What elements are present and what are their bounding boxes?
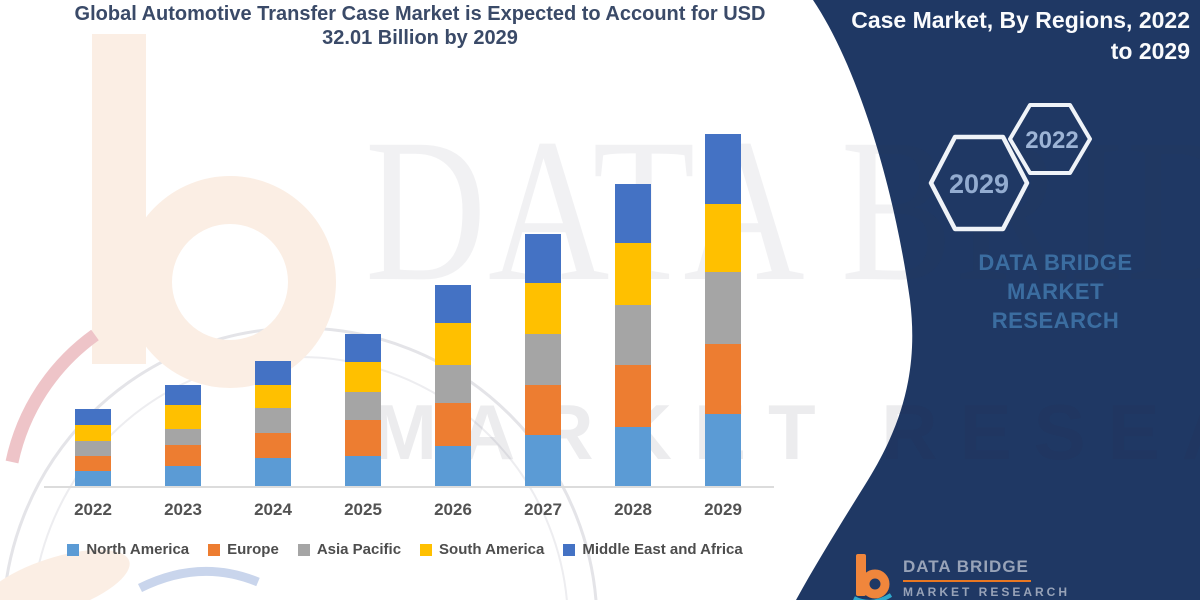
- bar-segment-south-america-2025: [345, 362, 381, 392]
- bar-2027: [525, 234, 561, 486]
- x-axis-label-2026: 2026: [434, 500, 472, 519]
- bar-chart-plot-area: [75, 133, 741, 486]
- footer-logo-divider: [903, 580, 1031, 582]
- legend-label-south-america: South America: [439, 541, 545, 558]
- legend-label-asia-pacific: Asia Pacific: [316, 541, 402, 558]
- bar-segment-europe-2022: [75, 456, 111, 471]
- bar-segment-europe-2028: [615, 364, 651, 427]
- bar-2026: [435, 285, 471, 486]
- legend-item-europe: Europe: [208, 541, 279, 558]
- bar-segment-europe-2023: [165, 445, 201, 467]
- bar-segment-middle-east-and-africa-2025: [345, 333, 381, 363]
- bar-segment-north-america-2024: [255, 458, 291, 486]
- bar-segment-europe-2027: [525, 384, 561, 436]
- bar-segment-south-america-2027: [525, 283, 561, 334]
- hexagon-badges: 2022 2029: [928, 103, 1092, 232]
- legend-marker-middle-east-and-africa: [563, 543, 576, 556]
- watermark-red-arc: [5, 329, 99, 464]
- bar-segment-europe-2024: [255, 433, 291, 459]
- bar-segment-north-america-2027: [525, 435, 561, 486]
- legend-marker-europe: [208, 543, 221, 556]
- x-axis-label-2028: 2028: [614, 500, 652, 519]
- bar-segment-north-america-2022: [75, 470, 111, 486]
- x-axis-label-2024: 2024: [254, 500, 292, 519]
- bar-segment-middle-east-and-africa-2023: [165, 384, 201, 406]
- watermark-b-bowl: [124, 176, 336, 388]
- hexagon-2022: [1008, 103, 1092, 175]
- bar-segment-europe-2025: [345, 420, 381, 456]
- footer-logo: DATA BRIDGE MARKET RESEARCH: [850, 552, 1070, 600]
- bar-2023: [165, 384, 201, 486]
- data-bridge-logo-icon: [853, 554, 893, 600]
- panel-brand-line2: RESEARCH: [991, 308, 1120, 333]
- x-axis-label-2029: 2029: [704, 500, 742, 519]
- hexagon-2022-label: 2022: [1025, 127, 1078, 154]
- x-axis-label-2022: 2022: [74, 500, 112, 519]
- bar-segment-north-america-2025: [345, 455, 381, 486]
- bar-segment-north-america-2023: [165, 466, 201, 486]
- hexagon-2029-label: 2029: [949, 169, 1009, 199]
- bar-2025: [345, 333, 381, 486]
- legend-marker-north-america: [67, 543, 80, 556]
- bar-segment-asia-pacific-2026: [435, 364, 471, 403]
- x-axis-label-2027: 2027: [524, 500, 562, 519]
- x-axis-line: [44, 486, 774, 488]
- bar-segment-asia-pacific-2029: [705, 272, 741, 345]
- bar-2022: [75, 408, 111, 486]
- bar-segment-south-america-2023: [165, 405, 201, 429]
- legend-label-middle-east-and-africa: Middle East and Africa: [582, 541, 743, 558]
- watermark-blue-arc: [137, 566, 260, 593]
- panel-brand-text: DATA BRIDGE MARKET RESEARCH: [928, 248, 1183, 335]
- bar-segment-asia-pacific-2024: [255, 408, 291, 434]
- bar-segment-north-america-2029: [705, 413, 741, 486]
- bar-2028: [615, 184, 651, 486]
- chart-title-line2: 32.01 Billion by 2029: [322, 27, 518, 49]
- bar-segment-middle-east-and-africa-2024: [255, 361, 291, 386]
- side-panel-title: Global Automotive Transfer Case Market, …: [851, 0, 1190, 64]
- bar-segment-south-america-2029: [705, 204, 741, 273]
- bar-segment-north-america-2026: [435, 445, 471, 486]
- bar-segment-north-america-2028: [615, 426, 651, 486]
- bar-segment-middle-east-and-africa-2027: [525, 234, 561, 284]
- bar-segment-middle-east-and-africa-2029: [705, 133, 741, 205]
- x-axis-label-2025: 2025: [344, 500, 382, 519]
- bar-segment-europe-2026: [435, 402, 471, 446]
- bar-segment-europe-2029: [705, 344, 741, 414]
- bar-segment-asia-pacific-2022: [75, 441, 111, 457]
- chart-legend: North America Europe Asia Pacific South Ame…: [40, 541, 770, 558]
- legend-item-south-america: South America: [420, 541, 544, 558]
- chart-title: Global Automotive Transfer Case Market i…: [40, 2, 800, 50]
- bar-2024: [255, 361, 291, 486]
- chart-title-line1: Global Automotive Transfer Case Market i…: [74, 3, 766, 25]
- x-axis-label-2023: 2023: [164, 500, 202, 519]
- bar-segment-middle-east-and-africa-2022: [75, 408, 111, 426]
- bar-segment-south-america-2028: [615, 243, 651, 306]
- legend-label-europe: Europe: [227, 541, 279, 558]
- legend-item-asia-pacific: Asia Pacific: [297, 541, 402, 558]
- legend-marker-south-america: [420, 543, 433, 556]
- bar-segment-asia-pacific-2027: [525, 333, 561, 385]
- footer-logo-name: DATA BRIDGE: [903, 557, 1029, 576]
- bar-segment-middle-east-and-africa-2026: [435, 285, 471, 324]
- legend-item-north-america: North America: [67, 541, 189, 558]
- bar-segment-south-america-2022: [75, 425, 111, 442]
- bar-segment-south-america-2026: [435, 323, 471, 365]
- bar-segment-asia-pacific-2023: [165, 428, 201, 446]
- bar-segment-asia-pacific-2028: [615, 305, 651, 365]
- watermark-logo: [0, 34, 598, 600]
- bar-segment-middle-east-and-africa-2028: [615, 184, 651, 244]
- hexagon-2029: [928, 134, 1030, 232]
- legend-label-north-america: North America: [86, 541, 190, 558]
- bar-2029: [705, 133, 741, 486]
- bar-segment-south-america-2024: [255, 385, 291, 409]
- legend-marker-asia-pacific: [297, 543, 310, 556]
- bar-segment-asia-pacific-2025: [345, 391, 381, 421]
- legend-item-middle-east-and-africa: Middle East and Africa: [563, 541, 743, 558]
- footer-logo-subtitle: MARKET RESEARCH: [903, 585, 1071, 599]
- panel-brand-line1: DATA BRIDGE MARKET: [978, 250, 1133, 304]
